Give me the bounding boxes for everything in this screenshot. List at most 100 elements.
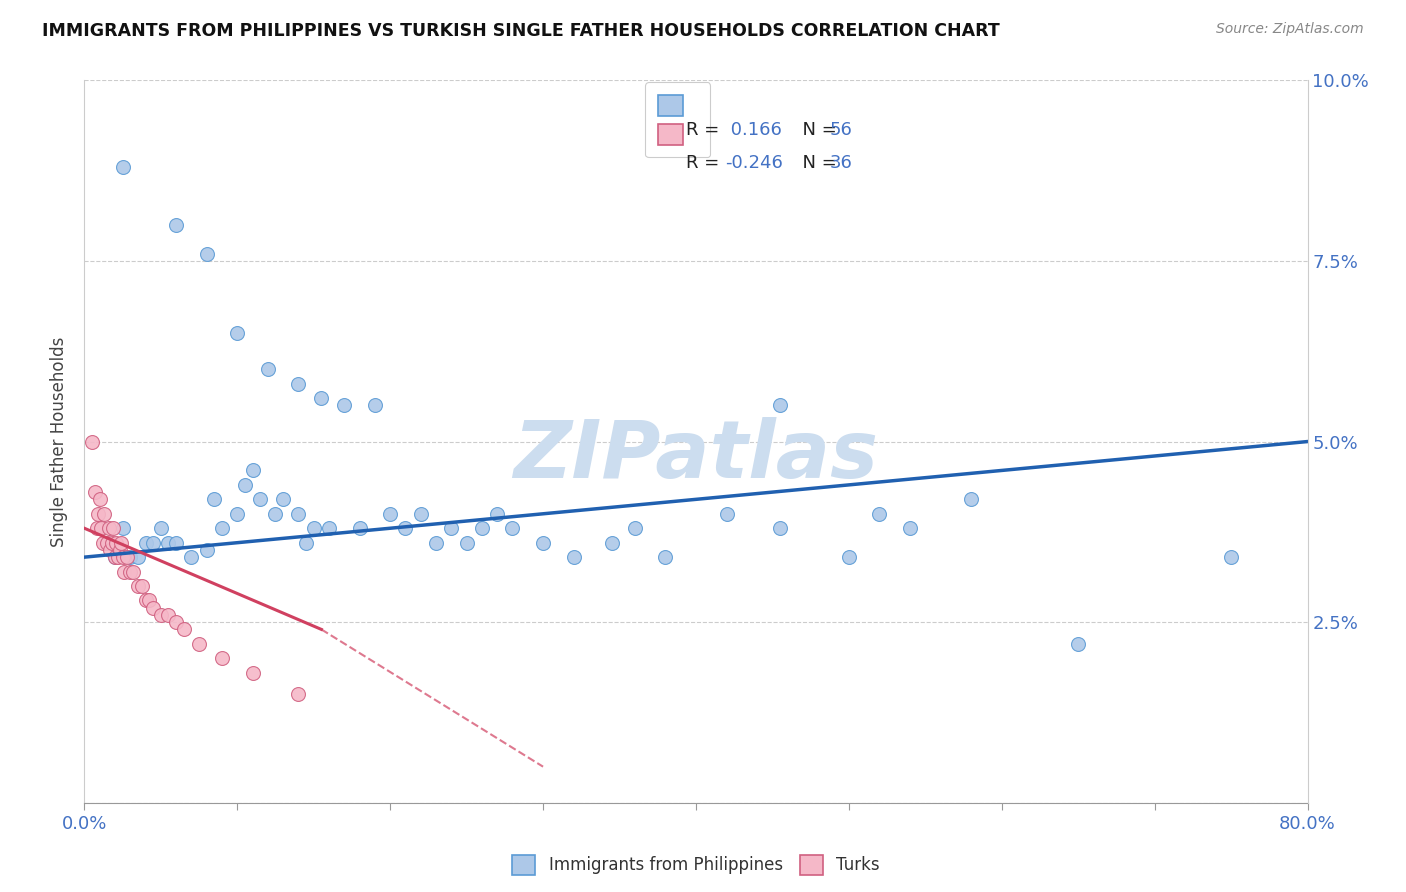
- Point: [226, 326, 249, 340]
- Point: [502, 521, 524, 535]
- Point: [135, 535, 157, 549]
- Point: [409, 507, 432, 521]
- Point: [188, 637, 211, 651]
- Point: [716, 507, 738, 521]
- Point: [869, 507, 891, 521]
- Legend: Immigrants from Philippines, Turks: Immigrants from Philippines, Turks: [505, 848, 887, 881]
- Point: [110, 535, 132, 549]
- Point: [96, 535, 118, 549]
- Text: N =: N =: [792, 121, 844, 139]
- Point: [1220, 550, 1243, 565]
- Point: [440, 521, 463, 535]
- Point: [104, 550, 127, 565]
- Point: [249, 492, 271, 507]
- Text: IMMIGRANTS FROM PHILIPPINES VS TURKISH SINGLE FATHER HOUSEHOLDS CORRELATION CHAR: IMMIGRANTS FROM PHILIPPINES VS TURKISH S…: [42, 22, 1000, 40]
- Point: [87, 507, 110, 521]
- Point: [333, 398, 356, 412]
- Point: [127, 579, 149, 593]
- Point: [898, 521, 921, 535]
- Point: [120, 550, 142, 565]
- Text: 0.166: 0.166: [725, 121, 782, 139]
- Point: [120, 565, 142, 579]
- Point: [1067, 637, 1090, 651]
- Point: [80, 434, 103, 449]
- Point: [960, 492, 983, 507]
- Point: [271, 492, 294, 507]
- Text: ZIPatlas: ZIPatlas: [513, 417, 879, 495]
- Point: [242, 463, 264, 477]
- Point: [838, 550, 860, 565]
- Point: [226, 507, 249, 521]
- Point: [138, 593, 160, 607]
- Point: [91, 535, 114, 549]
- Point: [456, 535, 478, 549]
- Y-axis label: Single Father Households: Single Father Households: [51, 336, 69, 547]
- Point: [115, 550, 138, 565]
- Point: [562, 550, 585, 565]
- Point: [97, 521, 120, 535]
- Point: [349, 521, 371, 535]
- Point: [101, 535, 124, 549]
- Point: [84, 485, 107, 500]
- Point: [122, 565, 145, 579]
- Point: [173, 623, 195, 637]
- Point: [103, 521, 125, 535]
- Point: [149, 607, 172, 622]
- Point: [287, 376, 309, 391]
- Point: [233, 478, 256, 492]
- Point: [142, 600, 165, 615]
- Point: [287, 507, 309, 521]
- Text: N =: N =: [792, 154, 844, 172]
- Point: [180, 550, 202, 565]
- Point: [98, 542, 121, 557]
- Point: [318, 521, 340, 535]
- Point: [295, 535, 318, 549]
- Point: [202, 492, 225, 507]
- Point: [257, 362, 280, 376]
- Point: [302, 521, 325, 535]
- Point: [531, 535, 554, 549]
- Point: [104, 550, 127, 565]
- Text: 56: 56: [830, 121, 852, 139]
- Point: [486, 507, 509, 521]
- Point: [264, 507, 287, 521]
- Point: [380, 507, 402, 521]
- Point: [112, 565, 135, 579]
- Point: [111, 160, 134, 174]
- Point: [165, 218, 187, 232]
- Point: [600, 535, 623, 549]
- Point: [105, 535, 128, 549]
- Point: [287, 687, 309, 701]
- Point: [89, 492, 111, 507]
- Text: -0.246: -0.246: [725, 154, 783, 172]
- Point: [769, 521, 792, 535]
- Text: 36: 36: [830, 154, 852, 172]
- Point: [135, 593, 157, 607]
- Text: R =: R =: [686, 121, 725, 139]
- Point: [149, 521, 172, 535]
- Point: [90, 521, 112, 535]
- Point: [108, 542, 131, 557]
- Point: [211, 521, 233, 535]
- Point: [127, 550, 149, 565]
- Point: [242, 665, 264, 680]
- Point: [165, 535, 187, 549]
- Point: [107, 550, 129, 565]
- Text: Source: ZipAtlas.com: Source: ZipAtlas.com: [1216, 22, 1364, 37]
- Point: [211, 651, 233, 665]
- Point: [111, 550, 134, 565]
- Point: [394, 521, 416, 535]
- Point: [131, 579, 153, 593]
- Point: [654, 550, 676, 565]
- Point: [195, 542, 218, 557]
- Point: [142, 535, 165, 549]
- Text: R =: R =: [686, 154, 725, 172]
- Point: [111, 521, 134, 535]
- Point: [311, 391, 333, 405]
- Point: [425, 535, 447, 549]
- Point: [86, 521, 108, 535]
- Point: [471, 521, 494, 535]
- Point: [195, 246, 218, 260]
- Point: [624, 521, 647, 535]
- Point: [157, 607, 180, 622]
